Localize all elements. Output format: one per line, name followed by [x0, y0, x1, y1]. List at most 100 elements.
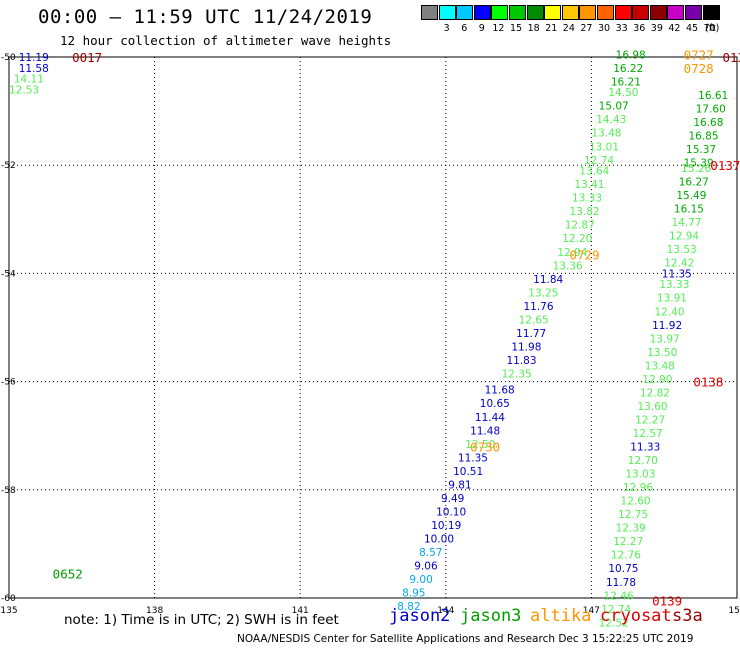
legend-label: 36 [633, 23, 646, 34]
swh-reading: 8.82 [397, 601, 420, 613]
legend-label: 15 [510, 23, 523, 34]
lon-tick-label: 147 [583, 606, 600, 616]
swh-reading: 11.84 [533, 274, 563, 286]
pass-number-label: 0139 [652, 594, 682, 609]
swh-reading: 13.48 [645, 360, 675, 372]
swh-reading: 13.50 [647, 347, 677, 359]
satellite-name-jason2: jason2 [389, 606, 451, 626]
swh-reading: 16.27 [679, 176, 709, 188]
pass-number-label: 0652 [53, 567, 83, 582]
swh-reading: 10.10 [436, 506, 466, 518]
swh-reading: 12.96 [623, 482, 653, 494]
swh-reading: 10.51 [453, 466, 483, 478]
swh-reading: 13.60 [638, 401, 668, 413]
pass-number-label: 0729 [570, 247, 600, 262]
legend-swatch [491, 5, 509, 20]
pass-number-label: 0727 [684, 47, 714, 62]
swh-reading: 11.33 [630, 442, 660, 454]
legend-label: 6 [461, 23, 468, 34]
lon-tick-label: 138 [146, 606, 163, 616]
swh-reading: 16.22 [613, 63, 643, 75]
swh-reading: 12.40 [654, 306, 684, 318]
lon-tick-label: 150 [728, 606, 740, 616]
legend-label: 42 [668, 23, 681, 34]
swh-reading: 8.95 [402, 588, 425, 600]
pass-number-label: 0730 [470, 440, 500, 455]
swh-reading: 11.48 [470, 425, 500, 437]
credit-footer: NOAA/NESDIS Center for Satellite Applica… [237, 633, 694, 645]
swh-reading: 13.91 [657, 293, 687, 305]
swh-reading: 16.15 [674, 203, 704, 215]
lat-tick-label: -50 [1, 53, 16, 63]
legend-swatch [561, 5, 579, 20]
lat-tick-label: -52 [1, 161, 16, 171]
map-subtitle: 12 hour collection of altimeter wave hei… [60, 33, 392, 48]
legend-swatch [667, 5, 685, 20]
legend-label: 21 [545, 23, 558, 34]
swh-reading: 16.68 [693, 117, 723, 129]
legend-swatch [473, 5, 491, 20]
legend-swatch [597, 5, 614, 20]
swh-reading: 15.37 [686, 144, 716, 156]
legend-swatch [685, 5, 702, 20]
legend-swatch [649, 5, 667, 20]
swh-reading: 12.90 [642, 374, 672, 386]
lon-tick-label: 141 [292, 606, 309, 616]
legend-label: 30 [598, 23, 611, 34]
swh-reading: 12.76 [611, 550, 641, 562]
legend-label: 12 [492, 23, 505, 34]
swh-reading: 9.49 [441, 493, 464, 505]
swh-reading: 11.76 [523, 301, 553, 313]
satellite-name-s3a: s3a [672, 606, 703, 626]
swh-reading: 10.00 [424, 533, 454, 545]
swh-reading: 9.81 [448, 479, 471, 491]
swh-reading: 11.35 [662, 268, 692, 280]
map-frame [8, 56, 738, 599]
swh-reading: 11.44 [475, 412, 505, 424]
swh-reading: 11.98 [511, 341, 541, 353]
swh-reading: 11.19 [19, 52, 49, 64]
swh-reading: 13.33 [659, 279, 689, 291]
swh-reading: 12.35 [502, 368, 532, 380]
lat-tick-label: -58 [1, 486, 16, 496]
swh-reading: 13.41 [574, 179, 604, 191]
swh-reading: 12.50 [465, 439, 495, 451]
swh-reading: 14.50 [608, 87, 638, 99]
legend-label: 18 [527, 23, 540, 34]
swh-reading: 12.39 [616, 523, 646, 535]
legend-swatch [421, 5, 438, 20]
swh-reading: 16.61 [698, 90, 728, 102]
legend-label: 70 [703, 23, 716, 34]
legend-label: 33 [615, 23, 628, 34]
swh-reading: 12.42 [664, 258, 694, 270]
swh-reading: 14.11 [14, 74, 44, 86]
legend-swatch [438, 5, 456, 20]
swh-reading: 11.83 [506, 355, 536, 367]
swh-reading: 12.46 [604, 590, 634, 602]
swh-reading: 13.82 [570, 206, 600, 218]
legend-swatch [579, 5, 597, 20]
footnote: note: 1) Time is in UTC; 2) SWH is in fe… [64, 612, 339, 628]
legend-label: 39 [650, 23, 663, 34]
swh-reading: 13.01 [589, 141, 619, 153]
swh-reading: 13.64 [579, 166, 609, 178]
legend-label: 9 [478, 23, 485, 34]
swh-reading: 13.48 [591, 128, 621, 140]
swh-reading: 13.33 [572, 193, 602, 205]
legend-unit: (ft) [705, 23, 720, 34]
swh-reading: 15.07 [599, 101, 629, 113]
swh-reading: 12.65 [519, 314, 549, 326]
swh-reading: 13.97 [650, 333, 680, 345]
legend-label: 27 [580, 23, 593, 34]
legend-label: 45 [686, 23, 699, 34]
legend-swatch [614, 5, 632, 20]
swh-reading: 15.26 [681, 163, 711, 175]
swh-reading: 12.94 [669, 231, 699, 243]
lat-tick-label: -60 [1, 594, 16, 604]
swh-reading: 11.92 [652, 320, 682, 332]
swh-reading: 16.98 [616, 49, 646, 61]
swh-reading: 15.39 [684, 157, 714, 169]
swh-reading: 16.85 [688, 130, 718, 142]
satellite-name-jason3: jason3 [460, 606, 522, 626]
